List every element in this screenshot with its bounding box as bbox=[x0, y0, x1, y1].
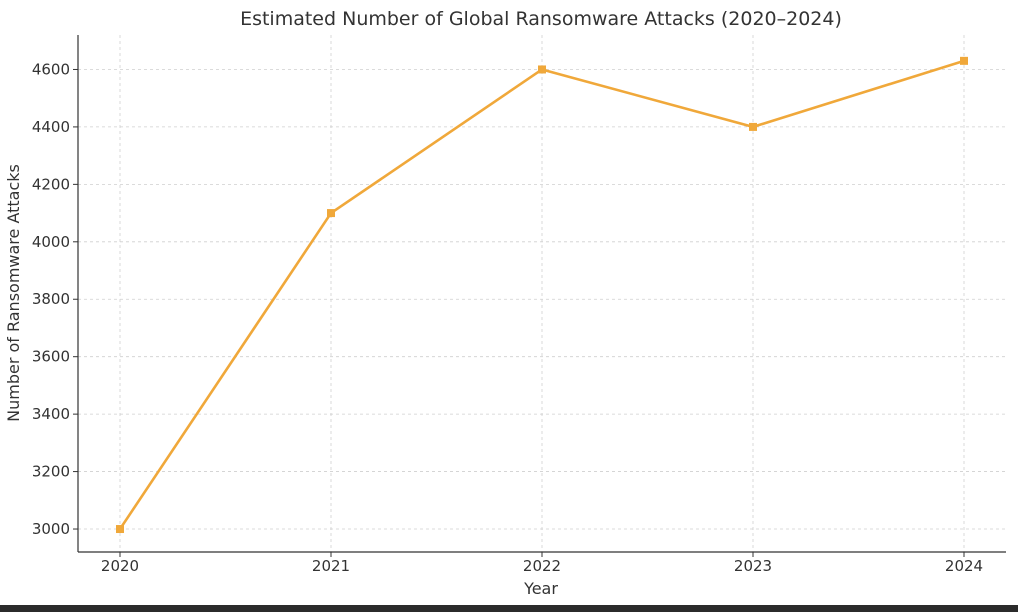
grid-lines bbox=[78, 35, 1006, 552]
y-tick-label: 4600 bbox=[32, 60, 70, 78]
y-tick-label: 3200 bbox=[32, 463, 70, 481]
data-point-marker bbox=[960, 56, 968, 65]
x-tick-label: 2024 bbox=[945, 557, 983, 575]
x-axis-label: Year bbox=[523, 579, 558, 598]
x-tick-label: 2021 bbox=[312, 557, 350, 575]
y-tick-label: 3800 bbox=[32, 290, 70, 308]
y-tick-label: 4000 bbox=[32, 233, 70, 251]
y-tick-label: 3000 bbox=[32, 520, 70, 538]
data-point-marker bbox=[538, 65, 546, 74]
y-axis-label: Number of Ransomware Attacks bbox=[4, 164, 23, 422]
chart-title: Estimated Number of Global Ransomware At… bbox=[240, 8, 842, 30]
data-point-marker bbox=[327, 209, 335, 218]
data-point-marker bbox=[749, 122, 757, 131]
x-tick-label: 2023 bbox=[734, 557, 772, 575]
tick-labels: 2020 2021 2022 2023 2024 3000 3200 3400 3600 3800… bbox=[32, 60, 983, 575]
data-point-marker bbox=[116, 525, 124, 534]
data-series bbox=[116, 56, 968, 534]
y-tick-label: 4200 bbox=[32, 175, 70, 193]
y-tick-label: 3600 bbox=[32, 348, 70, 366]
y-tick-label: 4400 bbox=[32, 118, 70, 136]
y-tick-label: 3400 bbox=[32, 405, 70, 423]
window-bottom-edge bbox=[0, 605, 1018, 612]
x-tick-label: 2020 bbox=[101, 557, 139, 575]
x-tick-label: 2022 bbox=[523, 557, 561, 575]
